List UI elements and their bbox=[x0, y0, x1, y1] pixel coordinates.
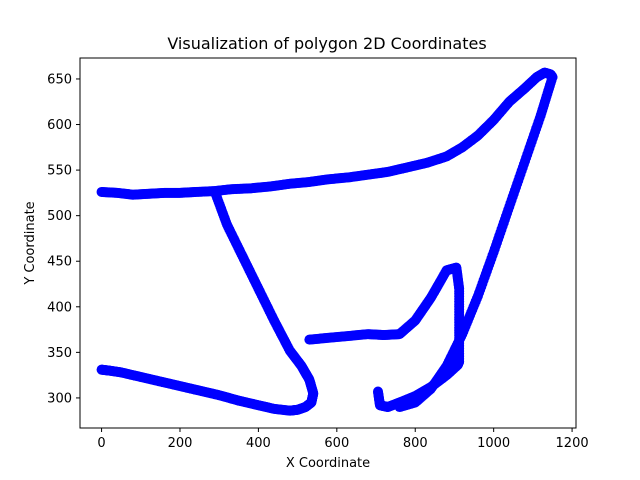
data-point bbox=[96, 364, 107, 375]
x-axis: 0 200 400 600 800 1000 1200 bbox=[97, 428, 589, 451]
data-point bbox=[372, 386, 383, 397]
series-1 bbox=[394, 72, 558, 413]
x-tick-label: 200 bbox=[168, 436, 193, 451]
y-tick-label: 300 bbox=[47, 391, 72, 406]
y-tick-label: 650 bbox=[47, 72, 72, 87]
x-tick-label: 0 bbox=[97, 436, 105, 451]
x-axis-label: X Coordinate bbox=[286, 456, 370, 471]
series-0 bbox=[96, 67, 558, 200]
x-tick-label: 1200 bbox=[556, 436, 589, 451]
x-tick-label: 1000 bbox=[477, 436, 510, 451]
series-3 bbox=[304, 262, 465, 413]
y-axis: 300 350 400 450 500 550 600 650 bbox=[47, 72, 80, 406]
y-tick-label: 350 bbox=[47, 346, 72, 361]
x-tick-label: 400 bbox=[246, 436, 271, 451]
y-tick-label: 550 bbox=[47, 164, 72, 179]
plot-frame bbox=[79, 57, 577, 429]
y-tick-label: 400 bbox=[47, 300, 72, 315]
data-marks bbox=[96, 67, 558, 416]
series-2 bbox=[96, 187, 319, 416]
y-axis-label: Y Coordinate bbox=[23, 201, 38, 285]
y-tick-label: 500 bbox=[47, 209, 72, 224]
chart-title: Visualization of polygon 2D Coordinates bbox=[167, 34, 486, 53]
x-tick-label: 600 bbox=[324, 436, 349, 451]
y-tick-label: 450 bbox=[47, 255, 72, 270]
y-tick-label: 600 bbox=[47, 118, 72, 133]
x-tick-label: 800 bbox=[403, 436, 428, 451]
